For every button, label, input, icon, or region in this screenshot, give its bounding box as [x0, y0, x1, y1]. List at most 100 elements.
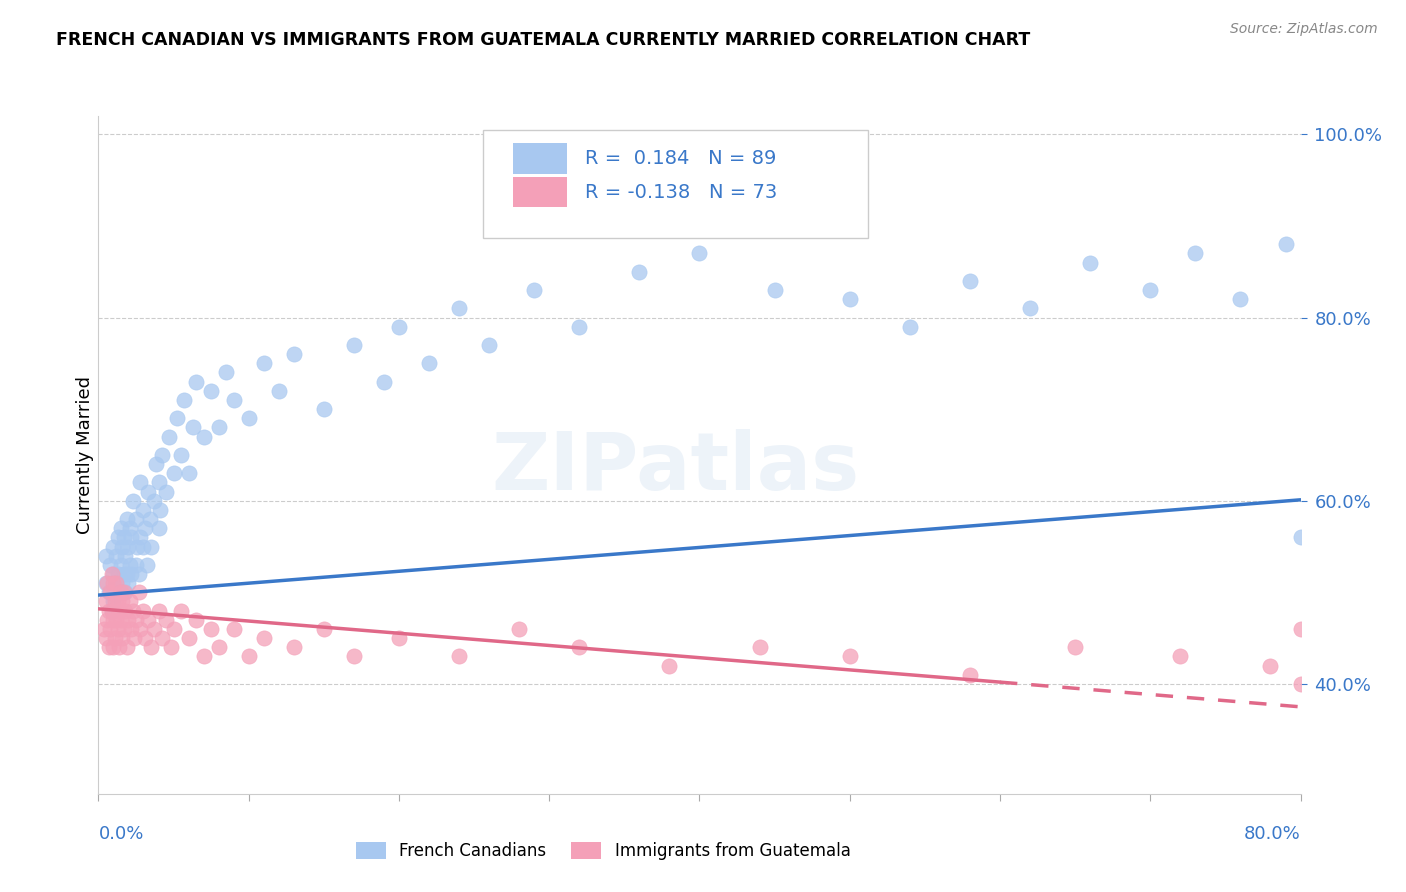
Point — [208, 420, 231, 434]
Point — [447, 301, 470, 316]
Point — [1139, 283, 1161, 297]
Point — [122, 604, 145, 618]
Point — [184, 613, 207, 627]
Point — [110, 521, 132, 535]
Point — [193, 429, 215, 443]
Point — [150, 631, 173, 645]
Text: 0.0%: 0.0% — [98, 825, 143, 843]
Point — [166, 411, 188, 425]
Point — [159, 640, 181, 655]
Point — [523, 283, 546, 297]
Point — [110, 585, 132, 599]
Point — [108, 604, 131, 618]
Point — [267, 384, 290, 398]
Point — [838, 649, 860, 664]
Point — [118, 521, 141, 535]
Point — [111, 631, 134, 645]
Point — [200, 384, 222, 398]
Point — [143, 622, 166, 636]
Point — [238, 411, 260, 425]
Point — [132, 503, 155, 517]
Legend: French Canadians, Immigrants from Guatemala: French Canadians, Immigrants from Guatem… — [349, 836, 858, 867]
Point — [122, 493, 145, 508]
Point — [959, 274, 981, 288]
Point — [143, 493, 166, 508]
Point — [1289, 622, 1312, 636]
Point — [478, 338, 501, 352]
Point — [136, 484, 159, 499]
Point — [145, 457, 167, 471]
Point — [100, 622, 122, 636]
Text: R =  0.184   N = 89: R = 0.184 N = 89 — [585, 149, 776, 169]
Point — [150, 448, 173, 462]
Point — [200, 622, 222, 636]
Point — [107, 622, 129, 636]
Point — [373, 375, 395, 389]
Point — [103, 576, 125, 591]
Point — [107, 530, 129, 544]
Point — [107, 567, 129, 582]
Point — [117, 576, 139, 591]
Point — [111, 540, 134, 554]
Point — [343, 338, 366, 352]
Point — [132, 604, 155, 618]
Point — [125, 512, 148, 526]
Point — [127, 540, 149, 554]
Point — [148, 521, 170, 535]
Point — [1274, 237, 1296, 252]
FancyBboxPatch shape — [513, 143, 567, 174]
Text: FRENCH CANADIAN VS IMMIGRANTS FROM GUATEMALA CURRENTLY MARRIED CORRELATION CHART: FRENCH CANADIAN VS IMMIGRANTS FROM GUATE… — [56, 31, 1031, 49]
Point — [898, 319, 921, 334]
Point — [418, 356, 440, 370]
Point — [157, 429, 180, 443]
Point — [508, 622, 530, 636]
Point — [1078, 255, 1101, 269]
Point — [103, 567, 125, 582]
Point — [97, 640, 120, 655]
Point — [121, 567, 143, 582]
Point — [208, 640, 231, 655]
Point — [155, 613, 177, 627]
Point — [1170, 649, 1192, 664]
Point — [129, 622, 152, 636]
Point — [128, 585, 150, 599]
Point — [114, 585, 136, 599]
Point — [105, 613, 128, 627]
Text: ZIPatlas: ZIPatlas — [491, 429, 859, 508]
Point — [1019, 301, 1042, 316]
Point — [134, 631, 156, 645]
Point — [628, 265, 651, 279]
Point — [253, 356, 276, 370]
Point — [1064, 640, 1087, 655]
Point — [118, 558, 141, 572]
Point — [139, 540, 162, 554]
Point — [1229, 292, 1251, 306]
Point — [112, 622, 135, 636]
Point — [103, 613, 125, 627]
Y-axis label: Currently Married: Currently Married — [76, 376, 94, 534]
Text: 80.0%: 80.0% — [1244, 825, 1301, 843]
Point — [108, 640, 131, 655]
Point — [162, 467, 184, 481]
Point — [184, 375, 207, 389]
Point — [170, 448, 193, 462]
Point — [112, 530, 135, 544]
Point — [215, 366, 238, 380]
Point — [173, 392, 195, 407]
Point — [568, 319, 591, 334]
Point — [129, 530, 152, 544]
Point — [103, 594, 125, 608]
Point — [101, 604, 124, 618]
Point — [1289, 530, 1312, 544]
Point — [312, 402, 335, 417]
Point — [96, 613, 118, 627]
Point — [135, 558, 157, 572]
Point — [101, 567, 124, 582]
Point — [253, 631, 276, 645]
Point — [101, 604, 124, 618]
Point — [104, 631, 127, 645]
Point — [177, 631, 200, 645]
Point — [688, 246, 710, 260]
Point — [105, 549, 128, 563]
Point — [97, 585, 120, 599]
